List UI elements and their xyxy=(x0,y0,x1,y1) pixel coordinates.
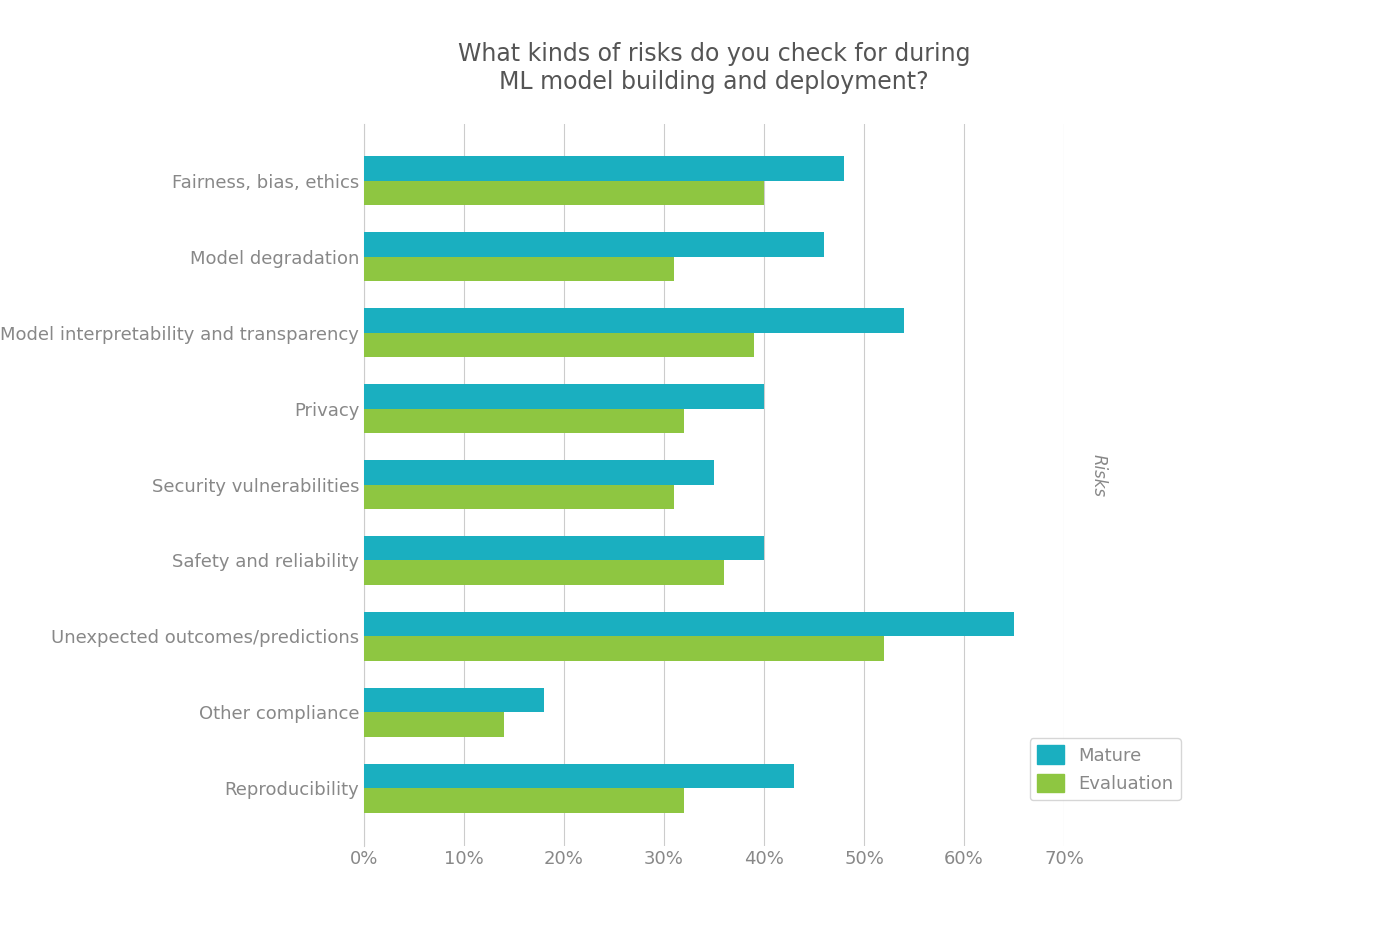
Bar xyxy=(364,460,714,485)
Bar xyxy=(364,308,904,332)
Bar xyxy=(364,788,685,812)
Bar xyxy=(364,233,825,256)
Bar xyxy=(364,180,764,205)
Bar xyxy=(364,560,724,585)
Bar xyxy=(364,157,844,180)
Bar xyxy=(364,256,673,281)
Bar xyxy=(364,764,794,788)
Text: Risks: Risks xyxy=(1091,453,1107,497)
Title: What kinds of risks do you check for during
ML model building and deployment?: What kinds of risks do you check for dur… xyxy=(458,42,970,94)
Bar xyxy=(364,332,755,357)
Bar xyxy=(364,536,764,560)
Bar xyxy=(364,612,1014,637)
Bar xyxy=(364,484,673,509)
Bar xyxy=(364,636,883,661)
Bar xyxy=(364,384,764,408)
Legend: Mature, Evaluation: Mature, Evaluation xyxy=(1030,738,1182,800)
Bar xyxy=(364,688,545,712)
Bar xyxy=(364,712,504,736)
Bar xyxy=(364,408,685,433)
